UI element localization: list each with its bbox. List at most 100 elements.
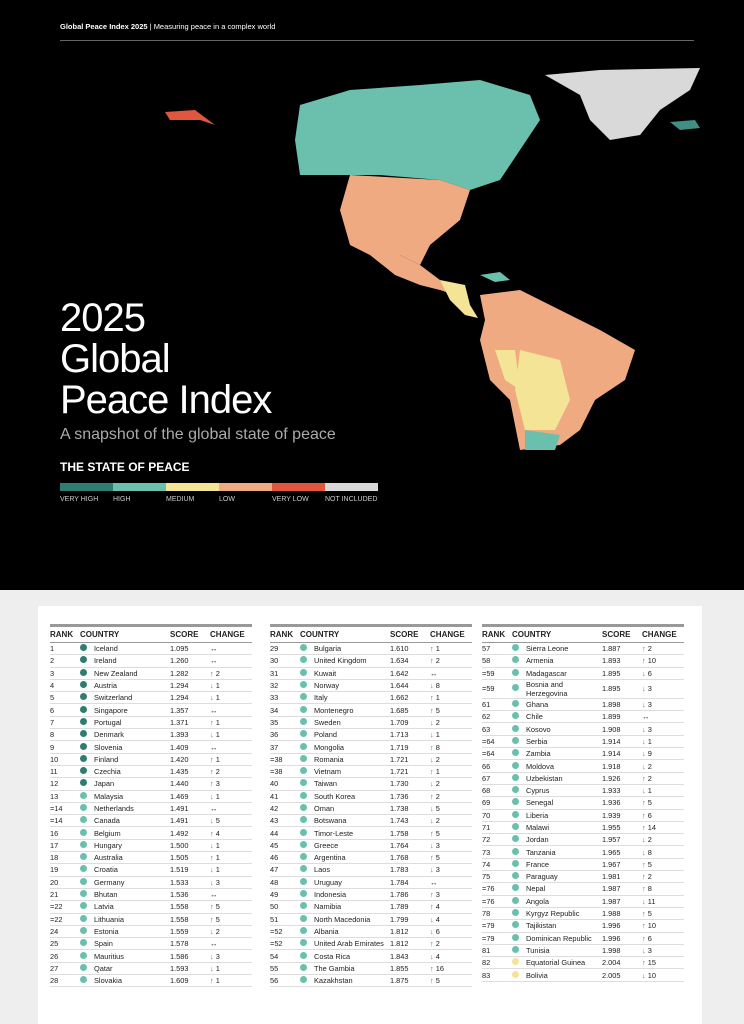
table-row: =52 Albania 1.812 ↓ 6 bbox=[270, 925, 473, 939]
level-cell bbox=[300, 876, 314, 889]
rank: 56 bbox=[270, 974, 300, 988]
score: 1.918 bbox=[602, 759, 643, 773]
rank: 62 bbox=[482, 710, 512, 724]
score: 1.758 bbox=[390, 826, 431, 840]
change: ↑ 5 bbox=[642, 858, 685, 872]
level-cell bbox=[512, 919, 526, 933]
country: Vietnam bbox=[314, 765, 391, 779]
country: Denmark bbox=[94, 728, 171, 742]
rank: 67 bbox=[482, 772, 512, 785]
change: ↑ 14 bbox=[642, 821, 685, 835]
level-cell bbox=[80, 900, 94, 914]
level-cell bbox=[80, 667, 94, 680]
rule bbox=[60, 40, 694, 41]
level-dot bbox=[80, 754, 87, 762]
level-cell bbox=[80, 839, 94, 853]
level-dot bbox=[512, 668, 519, 676]
score: 1.609 bbox=[170, 974, 211, 988]
change: ↑ 5 bbox=[642, 907, 685, 921]
change: ↓ 1 bbox=[210, 839, 253, 853]
rank: 5 bbox=[50, 691, 80, 705]
rank: 34 bbox=[270, 703, 300, 717]
table-row: 4 Austria 1.294 ↓ 1 bbox=[50, 679, 253, 693]
country: Germany bbox=[94, 876, 171, 889]
change: ↑ 16 bbox=[430, 962, 473, 976]
table-row: 71 Malawi 1.955 ↑ 14 bbox=[482, 821, 685, 835]
level-dot bbox=[300, 730, 307, 738]
level-cell bbox=[300, 753, 314, 766]
level-cell bbox=[80, 814, 94, 828]
level-cell bbox=[300, 863, 314, 877]
country: Qatar bbox=[94, 962, 171, 976]
level-cell bbox=[512, 722, 526, 736]
level-dot bbox=[300, 853, 307, 861]
rank: 81 bbox=[482, 944, 512, 958]
change: ↑ 1 bbox=[210, 974, 253, 988]
rank: 58 bbox=[482, 654, 512, 668]
level-cell bbox=[80, 974, 94, 988]
ranking-table: RANK COUNTRY SCORE CHANGE 29 Bulgaria 1.610 ↑ 1… bbox=[270, 624, 473, 988]
change: ↑ 10 bbox=[642, 919, 685, 933]
score: 1.783 bbox=[390, 863, 431, 877]
country: Paraguay bbox=[526, 870, 603, 884]
change: ↓ 1 bbox=[642, 784, 685, 798]
rank: 27 bbox=[50, 962, 80, 976]
country: Estonia bbox=[94, 925, 171, 939]
level-cell bbox=[300, 765, 314, 779]
level-dot bbox=[512, 970, 519, 978]
country: Canada bbox=[94, 814, 171, 828]
level-dot bbox=[80, 656, 87, 664]
country: Laos bbox=[314, 863, 391, 877]
table-row: 66 Moldova 1.918 ↓ 2 bbox=[482, 759, 685, 773]
score: 1.789 bbox=[390, 900, 431, 914]
level-dot bbox=[80, 865, 87, 873]
table-row: 45 Greece 1.764 ↓ 3 bbox=[270, 839, 473, 853]
country: Hungary bbox=[94, 839, 171, 853]
level-dot bbox=[80, 767, 87, 775]
score: 1.730 bbox=[390, 777, 431, 791]
change: ↓ 2 bbox=[642, 759, 685, 773]
score: 1.967 bbox=[602, 858, 643, 872]
change: ↑ 1 bbox=[210, 716, 253, 730]
country: Nepal bbox=[526, 882, 603, 896]
change: ↓ 2 bbox=[210, 925, 253, 939]
change: ↔ bbox=[430, 667, 473, 680]
country: Mauritius bbox=[94, 949, 171, 963]
score: 1.998 bbox=[602, 944, 643, 958]
level-dot bbox=[300, 976, 307, 984]
change: ↓ 5 bbox=[210, 814, 253, 828]
country: Tajikistan bbox=[526, 919, 603, 933]
column-header: CHANGE bbox=[642, 624, 685, 643]
score: 1.988 bbox=[602, 907, 643, 921]
table-row: 63 Kosovo 1.908 ↓ 3 bbox=[482, 722, 685, 736]
rank: =76 bbox=[482, 895, 512, 908]
country: Equatorial Guinea bbox=[526, 956, 603, 970]
country: Chile bbox=[526, 710, 603, 724]
change: ↑ 15 bbox=[642, 956, 685, 970]
level-dot bbox=[512, 736, 519, 744]
table-row: 24 Estonia 1.559 ↓ 2 bbox=[50, 925, 253, 939]
table-row: 6 Singapore 1.357 ↔ bbox=[50, 703, 253, 717]
rank: =14 bbox=[50, 814, 80, 828]
title-line: Global bbox=[60, 337, 171, 381]
level-dot bbox=[300, 816, 307, 824]
country: Botswana bbox=[314, 814, 391, 828]
country: France bbox=[526, 858, 603, 872]
table-row: =52 United Arab Emirates 1.812 ↑ 2 bbox=[270, 937, 473, 951]
level-dot bbox=[512, 773, 519, 781]
change: ↑ 2 bbox=[642, 642, 685, 656]
rank: 49 bbox=[270, 888, 300, 902]
level-dot bbox=[300, 890, 307, 898]
header-row: RANK COUNTRY SCORE CHANGE bbox=[270, 624, 473, 643]
level-dot bbox=[512, 909, 519, 917]
change: ↓ 2 bbox=[430, 753, 473, 766]
column-header: CHANGE bbox=[210, 624, 253, 643]
score: 1.996 bbox=[602, 932, 643, 945]
rank: 63 bbox=[482, 722, 512, 736]
level-dot bbox=[300, 754, 307, 762]
change: ↓ 5 bbox=[430, 802, 473, 816]
legend-heading: THE STATE OF PEACE bbox=[60, 460, 190, 474]
score: 1.875 bbox=[390, 974, 431, 988]
country: Belgium bbox=[94, 826, 171, 840]
level-dot bbox=[80, 828, 87, 836]
